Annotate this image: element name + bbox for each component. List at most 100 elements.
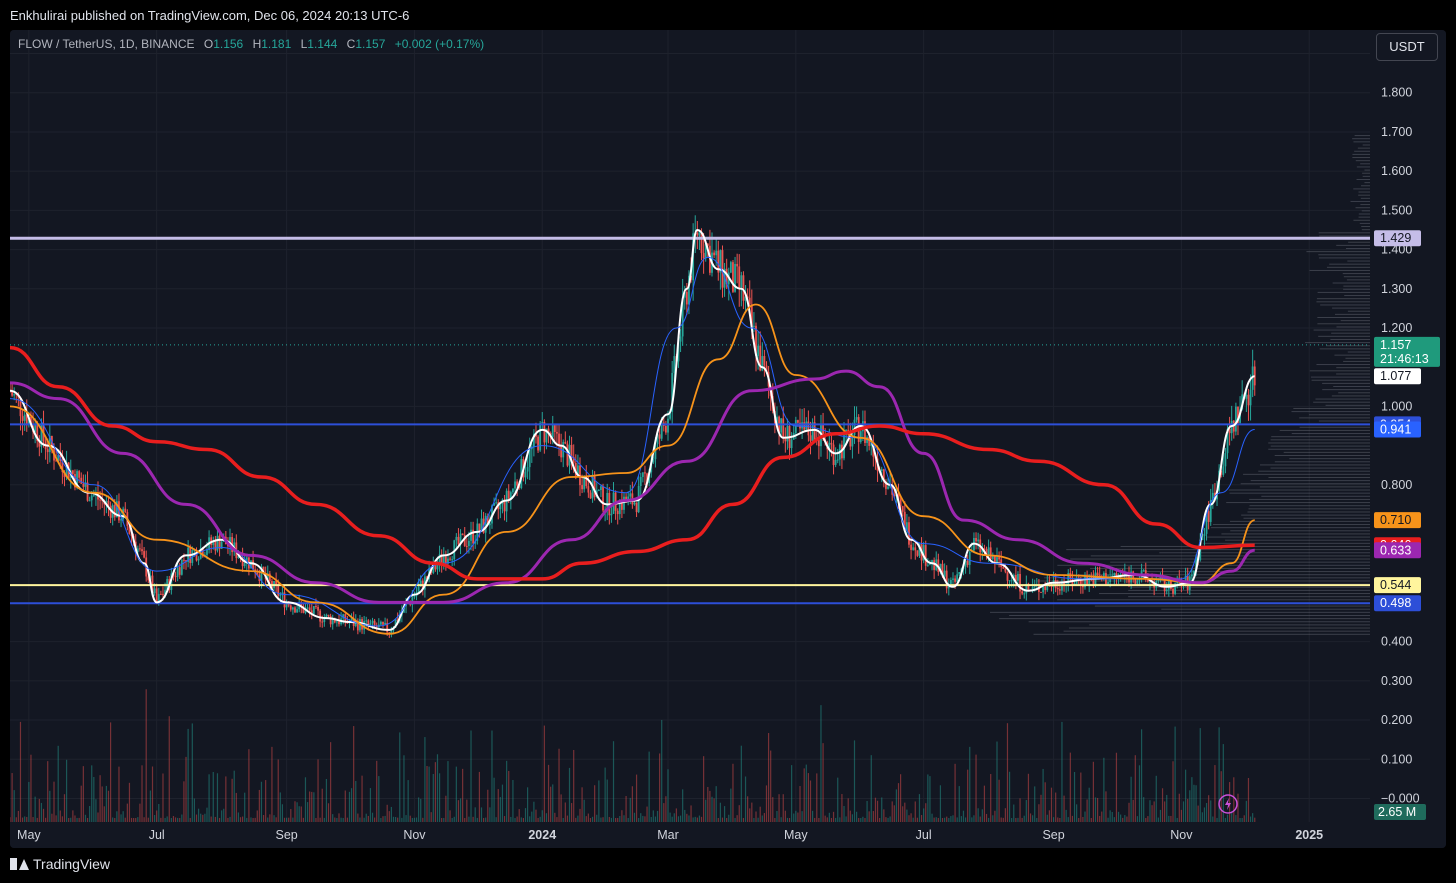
volume-bar [923,808,925,822]
profile-row [1309,414,1370,416]
profile-row [1331,395,1370,397]
profile-row [1243,517,1370,519]
volume-bar [118,766,120,822]
ema-line [10,345,1255,581]
candle-body [765,365,768,372]
volume-bar [151,766,154,822]
volume-bar [1082,816,1084,822]
profile-row [1299,426,1370,428]
candle-body [455,536,458,541]
price-tick-label: 1.300 [1381,282,1412,296]
volume-bar [265,780,267,822]
volume-bar [15,817,17,822]
volume-bar [168,716,170,822]
volume-bar [1084,811,1086,822]
price-chart-svg[interactable]: 1.9001.8001.7001.6001.5001.4001.3001.200… [10,30,1446,848]
volume-bar [868,811,870,822]
volume-bar [233,770,235,822]
volume-bar [640,813,642,822]
volume-bar [533,801,535,822]
volume-bar [204,813,206,822]
candle-body [34,424,37,433]
volume-bar [749,808,751,822]
volume-bar [1036,817,1038,822]
currency-button[interactable]: USDT [1376,33,1438,61]
volume-bar [97,812,99,822]
volume-bar [900,774,902,822]
candle-body [562,441,565,458]
volume-bar [673,813,675,822]
volume-bar [296,802,298,822]
volume-bar [893,805,895,822]
volume-bar [267,817,269,822]
candle-body [1249,389,1252,406]
volume-bar [1071,815,1074,822]
price-badge [1374,336,1440,367]
candle-body [493,502,495,506]
candle-body [499,504,502,510]
candle-body [1014,574,1017,581]
volume-bar [539,816,541,822]
volume-bar [677,816,680,822]
candle-body [315,606,317,608]
volume-bar [784,810,786,822]
volume-bar [1233,777,1235,822]
volume-bar [736,815,738,822]
volume-bar [256,810,258,822]
profile-row [1360,204,1370,206]
volume-bar [573,749,575,822]
profile-row [1344,295,1370,297]
candle-body [654,444,657,460]
candle-body [319,610,322,622]
volume-bar [1103,757,1105,822]
volume-bar [1216,817,1218,822]
volume-bar [973,815,975,822]
volume-bar [447,761,449,822]
volume-bar [625,796,627,822]
volume-bar [828,812,830,822]
volume-bar [49,790,51,822]
candle-body [109,505,112,518]
volume-bar [321,788,323,822]
chart-panel[interactable]: 1.9001.8001.7001.6001.5001.4001.3001.200… [10,30,1446,848]
candle-body [553,425,556,432]
volume-bar [330,742,332,822]
volume-bar [19,721,22,822]
volume-bar [30,754,32,822]
symbol-title[interactable]: FLOW / TetherUS, 1D, BINANCE [18,37,195,51]
volume-bar [443,817,445,822]
candle-body [975,537,977,542]
volume-bar [197,808,200,822]
volume-bar [566,815,569,822]
candle-body [159,593,162,595]
volume-bar [82,766,84,822]
profile-row [1069,627,1370,629]
candle-body [828,442,831,450]
volume-bar [730,788,732,822]
candle-body [912,547,915,550]
candle-body [512,488,514,493]
candle-body [644,472,646,474]
profile-row [1313,329,1370,331]
volume-bar [948,817,950,822]
candle-body [488,523,491,526]
volume-bar [983,785,986,822]
volume-bar [883,809,885,822]
volume-bar [292,817,294,822]
volume-bar [455,766,457,822]
profile-row [1330,338,1370,340]
candle-body [981,548,984,553]
tradingview-brand: TradingView [33,856,111,872]
profile-row [1360,163,1370,165]
publisher-bar: Enkhulirai published on TradingView.com,… [0,0,1456,30]
open-label: O [203,37,214,51]
volume-bar [1044,782,1046,822]
volume-bar [761,815,763,822]
volume-bar [428,766,430,822]
profile-row [1338,392,1370,394]
volume-bar [1170,815,1172,822]
tradingview-logo[interactable]: TradingView [10,856,110,872]
volume-bar [231,778,233,822]
candle-body [786,425,789,442]
profile-row [1332,282,1370,284]
